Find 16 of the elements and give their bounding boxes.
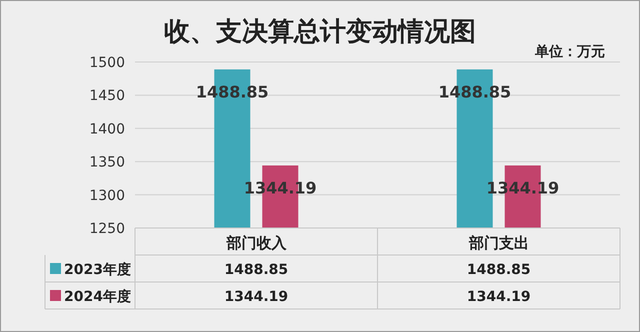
x-tick-label: 部门收入 bbox=[225, 234, 288, 252]
legend-label: 2023年度 bbox=[64, 261, 131, 278]
legend-label: 2024年度 bbox=[64, 288, 131, 305]
data-label: 1344.19 bbox=[224, 289, 288, 305]
y-tick-label: 1300 bbox=[89, 188, 125, 204]
data-label: 1488.85 bbox=[466, 262, 531, 278]
y-tick-label: 1250 bbox=[89, 221, 125, 237]
data-label: 1488.85 bbox=[224, 262, 288, 278]
data-label: 1344.19 bbox=[466, 289, 531, 305]
y-tick-label: 1400 bbox=[89, 121, 125, 138]
y-tick-label: 1450 bbox=[89, 88, 125, 104]
y-tick-label: 1500 bbox=[89, 55, 125, 71]
chart-title: 收、支决算总计变动情况图 bbox=[164, 17, 476, 47]
text: 单位：万元 bbox=[534, 44, 605, 60]
y-tick-label: 1350 bbox=[89, 154, 125, 171]
x-tick-label: 部门支出 bbox=[468, 234, 529, 252]
